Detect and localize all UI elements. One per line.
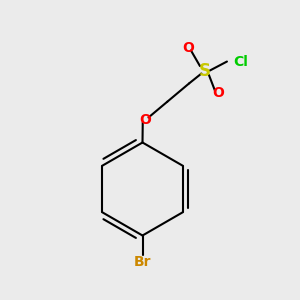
Text: O: O: [140, 113, 152, 127]
Text: S: S: [198, 61, 210, 80]
Text: O: O: [212, 86, 224, 100]
Text: O: O: [182, 41, 194, 55]
Text: Cl: Cl: [233, 55, 248, 68]
Text: Br: Br: [134, 256, 151, 269]
